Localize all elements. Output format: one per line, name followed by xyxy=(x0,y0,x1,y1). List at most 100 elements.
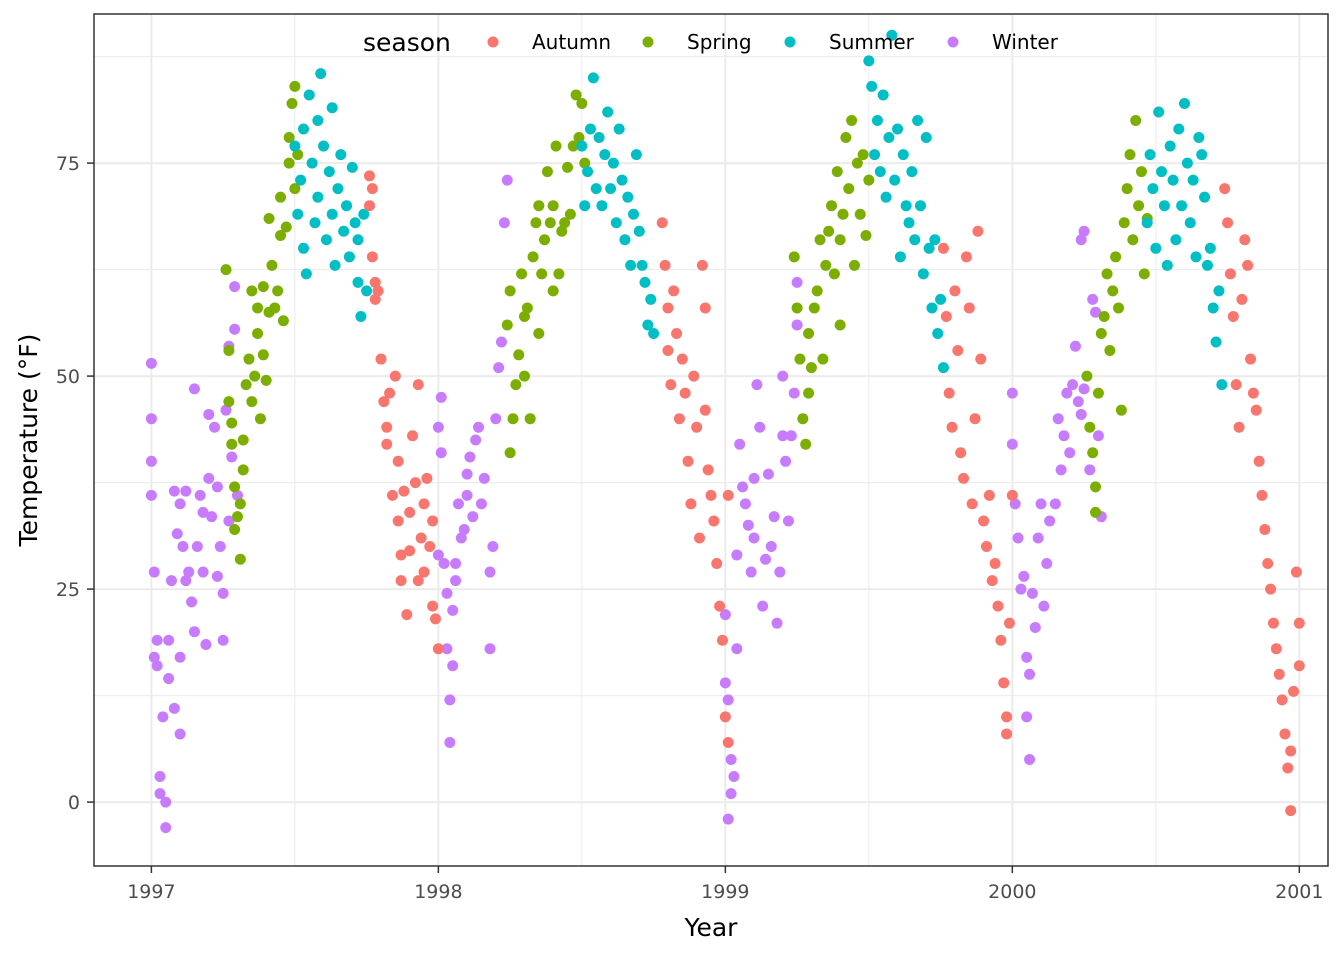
data-point-autumn xyxy=(386,489,398,501)
data-point-autumn xyxy=(1267,617,1279,629)
data-point-summer xyxy=(358,208,370,220)
data-point-winter xyxy=(785,430,797,442)
data-point-winter xyxy=(737,481,749,493)
legend-key xyxy=(642,36,654,48)
data-point-winter xyxy=(777,370,789,382)
data-point-winter xyxy=(211,481,223,493)
data-point-autumn xyxy=(366,251,378,263)
data-point-summer xyxy=(894,251,906,263)
data-point-winter xyxy=(450,575,462,587)
data-point-spring xyxy=(229,523,241,535)
data-point-summer xyxy=(863,55,875,67)
data-point-autumn xyxy=(719,711,731,723)
data-point-winter xyxy=(464,451,476,463)
data-point-summer xyxy=(326,102,338,114)
data-point-spring xyxy=(507,413,519,425)
data-point-winter xyxy=(438,558,450,570)
data-point-spring xyxy=(275,191,287,203)
data-point-spring xyxy=(254,413,266,425)
data-point-autumn xyxy=(1230,379,1242,391)
data-point-spring xyxy=(504,447,516,459)
data-point-winter xyxy=(1075,234,1087,246)
data-point-winter xyxy=(151,660,163,672)
data-point-autumn xyxy=(691,421,703,433)
data-point-summer xyxy=(1213,285,1225,297)
data-point-spring xyxy=(1113,302,1125,314)
data-point-summer xyxy=(289,140,301,152)
data-point-autumn xyxy=(421,472,433,484)
data-point-spring xyxy=(252,328,264,339)
data-point-spring xyxy=(1104,345,1116,357)
data-point-spring xyxy=(1095,328,1107,339)
data-point-winter xyxy=(441,587,453,599)
data-point-winter xyxy=(461,489,473,501)
data-point-summer xyxy=(335,149,347,161)
data-point-spring xyxy=(550,140,562,152)
data-point-spring xyxy=(843,183,855,195)
data-point-summer xyxy=(920,132,932,144)
data-point-summer xyxy=(914,200,926,212)
data-point-autumn xyxy=(699,302,711,314)
data-point-autumn xyxy=(1250,404,1262,416)
data-point-autumn xyxy=(395,575,407,587)
data-point-autumn xyxy=(363,200,375,212)
data-point-winter xyxy=(1021,651,1033,663)
data-point-summer xyxy=(1158,200,1170,212)
data-point-winter xyxy=(168,702,180,714)
data-point-winter xyxy=(163,673,175,685)
data-point-summer xyxy=(1170,234,1182,246)
data-point-summer xyxy=(1199,191,1211,203)
data-point-summer xyxy=(341,200,353,212)
data-point-spring xyxy=(243,353,255,365)
data-point-winter xyxy=(1038,600,1050,612)
data-point-autumn xyxy=(372,285,384,297)
data-point-spring xyxy=(1118,217,1130,229)
data-point-winter xyxy=(217,634,229,646)
data-point-spring xyxy=(1087,447,1099,459)
data-point-summer xyxy=(1173,123,1185,135)
data-point-spring xyxy=(573,132,585,144)
data-point-winter xyxy=(160,796,172,808)
panel-border xyxy=(93,13,1329,867)
data-point-winter xyxy=(209,421,221,433)
data-point-summer xyxy=(295,174,307,186)
data-point-winter xyxy=(145,413,157,425)
data-point-autumn xyxy=(404,506,416,518)
data-point-summer xyxy=(610,217,622,229)
data-point-autumn xyxy=(946,421,958,433)
data-point-spring xyxy=(562,161,574,173)
data-point-spring xyxy=(1107,285,1119,297)
data-point-autumn xyxy=(381,438,393,450)
data-point-autumn xyxy=(699,404,711,416)
data-point-summer xyxy=(613,123,625,135)
data-point-summer xyxy=(587,72,599,84)
data-point-spring xyxy=(1115,404,1127,416)
data-point-spring xyxy=(527,251,539,263)
series-spring xyxy=(220,80,1153,565)
data-point-summer xyxy=(593,132,605,144)
data-point-winter xyxy=(174,728,186,740)
data-point-autumn xyxy=(1242,259,1254,271)
data-point-spring xyxy=(539,234,551,246)
data-point-autumn xyxy=(369,276,381,288)
data-point-summer xyxy=(309,217,321,229)
data-point-autumn xyxy=(1282,762,1294,774)
x-tick-label: 1998 xyxy=(414,881,462,903)
data-point-winter xyxy=(725,788,737,800)
data-point-spring xyxy=(564,208,576,220)
data-point-autumn xyxy=(722,736,734,748)
data-point-autumn xyxy=(415,532,427,544)
data-point-spring xyxy=(283,132,295,144)
data-point-winter xyxy=(777,430,789,442)
data-point-autumn xyxy=(662,345,674,357)
data-point-autumn xyxy=(662,302,674,314)
data-point-winter xyxy=(768,511,780,523)
data-point-winter xyxy=(470,434,482,446)
data-point-summer xyxy=(1210,336,1222,348)
data-point-autumn xyxy=(975,353,987,365)
data-point-winter xyxy=(1032,532,1044,544)
data-point-winter xyxy=(762,468,774,480)
data-point-summer xyxy=(326,208,338,220)
data-point-winter xyxy=(444,694,456,706)
data-point-autumn xyxy=(392,515,404,527)
